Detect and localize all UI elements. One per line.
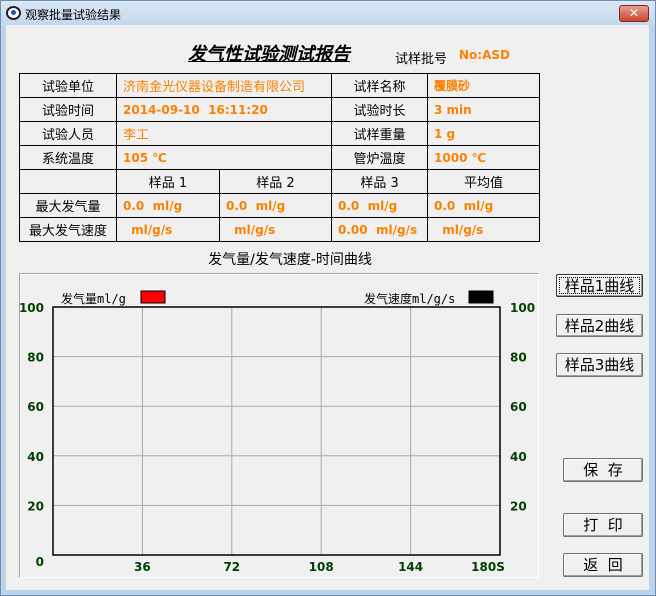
weight-label: 试样重量 [331,121,429,146]
save-button[interactable]: 保 存 [563,458,643,482]
max-volume-1: 0.0 ml/g [116,193,220,218]
furnace-temp-value: 1000 ℃ [427,145,541,170]
table-row: 样品 1 样品 2 样品 3 平均值 [19,169,541,194]
right-y-tick-label: 100 [510,301,535,315]
window-title: 观察批量试验结果 [25,8,122,22]
furnace-temp-label: 管炉温度 [331,145,429,170]
x-tick-label: 36 [134,560,151,574]
table-row: 试验时间 2014-09-10 16:11:20 试验时长 3 min [19,97,541,122]
back-button[interactable]: 返 回 [563,553,643,577]
x-tick-label: 108 [309,560,334,574]
person-label: 试验人员 [19,121,117,146]
sample-name-value: 覆膜砂 [427,73,541,98]
right-y-tick-label: 20 [510,499,527,513]
chart-title: 发气量/发气速度-时间曲线 [208,252,372,268]
duration-label: 试验时长 [331,97,429,122]
time-label: 试验时间 [19,97,117,122]
sample-1-curve-button[interactable]: 样品1曲线 [556,274,643,297]
chart-grid [53,307,500,555]
left-y-tick-label: 0 [36,555,44,569]
max-volume-2: 0.0 ml/g [218,193,333,218]
table-row: 最大发气速度 ml/g/s ml/g/s 0.00 ml/g/s ml/g/s [19,217,541,242]
print-button[interactable]: 打 印 [563,513,643,537]
close-icon: ✕ [628,6,640,20]
left-y-tick-label: 40 [27,450,44,464]
batch-label: 试样批号 [395,52,448,67]
table-row: 最大发气量 0.0 ml/g 0.0 ml/g 0.0 ml/g 0.0 ml/… [19,193,541,218]
max-speed-avg: ml/g/s [427,217,541,242]
table-row: 系统温度 105 ℃ 管炉温度 1000 ℃ [19,145,541,170]
right-y-tick-label: 60 [510,400,527,414]
title-bar: 观察批量试验结果 ✕ [1,1,655,26]
max-speed-label: 最大发气速度 [19,217,117,242]
x-tick-label: 144 [398,560,423,574]
right-y-tick-label: 80 [510,351,527,365]
batch-value: No:ASD [459,48,510,62]
right-y-tick-label: 40 [510,450,527,464]
report-table: 试验单位 济南金光仪器设备制造有限公司 试样名称 覆膜砂 试验时间 2014-0… [19,73,541,242]
sample-3-curve-button[interactable]: 样品3曲线 [556,353,643,377]
table-row: 试验人员 李工 试样重量 1 g [19,121,541,146]
max-speed-1: ml/g/s [116,217,220,242]
left-y-tick-label: 20 [27,499,44,513]
close-button[interactable]: ✕ [619,5,649,22]
plot-area [52,306,501,556]
left-legend-label: 发气量ml/g [61,291,126,306]
x-tick-label: 72 [223,560,240,574]
app-eye-icon [6,6,21,20]
left-y-tick-label: 80 [27,351,44,365]
report-title: 发气性试验测试报告 [188,44,350,65]
right-legend-label: 发气速度ml/g/s [364,291,455,306]
person-value: 李工 [115,121,333,146]
left-y-tick-label: 60 [27,400,44,414]
x-tick-label: 180S [471,560,505,574]
time-value: 2014-09-10 16:11:20 [115,97,333,122]
empty-cell [19,169,117,194]
header-average: 平均值 [427,169,541,194]
sample-2-curve-button[interactable]: 样品2曲线 [556,314,643,337]
chart-frame [19,273,539,578]
max-volume-avg: 0.0 ml/g [427,193,541,218]
max-volume-label: 最大发气量 [19,193,117,218]
left-y-tick-label: 100 [19,301,44,315]
right-legend-swatch [468,290,494,304]
max-speed-2: ml/g/s [218,217,333,242]
max-volume-3: 0.0 ml/g [331,193,429,218]
left-legend-swatch [140,290,166,304]
